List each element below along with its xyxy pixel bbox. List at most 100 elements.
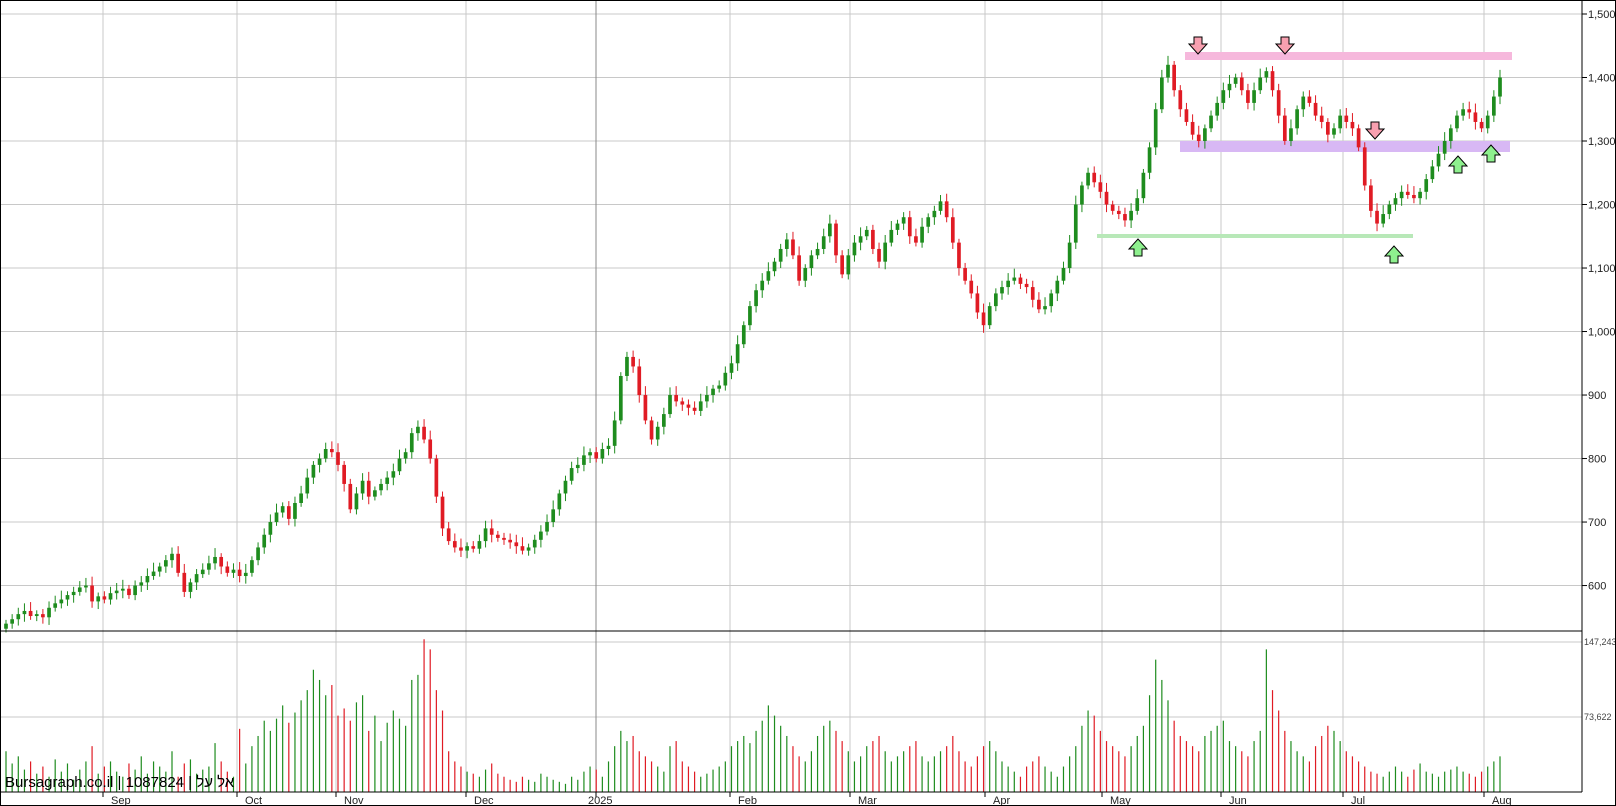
candle-body [1295, 109, 1299, 129]
candle-body [840, 255, 844, 275]
y-axis-ticks: 1,500 1,400 1,300 1,200 1,100 1,000 900 800 700 6… [1582, 9, 1616, 593]
candle-body [360, 480, 365, 494]
candle-body [1239, 77, 1244, 91]
candle-body [754, 290, 758, 307]
candle-body [1387, 204, 1392, 215]
candle-body [1215, 102, 1220, 116]
support-zone-low [1097, 234, 1413, 238]
candle-body [1332, 128, 1336, 135]
y-tick-label: 1,000 [1588, 327, 1616, 339]
candle-body [994, 293, 998, 307]
candle-body [207, 563, 211, 570]
candle-body [213, 556, 217, 564]
candle-body [84, 585, 88, 588]
candle-body [440, 496, 445, 529]
candle-body [108, 593, 113, 600]
volume-tick-label: 147,243 [1584, 637, 1616, 647]
candle-body [1344, 115, 1349, 122]
x-tick-label: Mar [858, 795, 877, 806]
candle-body [459, 547, 463, 551]
candle-body [1252, 90, 1256, 103]
candle-body [569, 468, 574, 481]
candle-body [1258, 77, 1263, 91]
candle-body [1270, 71, 1275, 91]
candle-body [1129, 210, 1133, 221]
candle-body [649, 420, 654, 440]
candles [4, 55, 1502, 633]
candle-body [182, 572, 187, 592]
candle-body [1055, 280, 1060, 294]
candle-body [1110, 204, 1115, 211]
candle-body [16, 614, 21, 620]
candle-body [47, 607, 51, 618]
candle-body [877, 248, 881, 262]
candle-body [90, 585, 94, 602]
candle-body [330, 449, 334, 453]
candle-body [1116, 210, 1121, 215]
candle-body [834, 223, 838, 256]
candle-body [514, 542, 519, 547]
candle-body [1326, 121, 1330, 135]
candle-body [698, 401, 703, 411]
candle-body [188, 582, 193, 592]
candle-body [926, 217, 931, 227]
candle-body [176, 553, 180, 573]
candle-body [1473, 112, 1478, 122]
y-tick-label: 1,400 [1588, 73, 1616, 85]
candle-body [354, 493, 359, 510]
candle-body [938, 201, 943, 211]
candle-body [1393, 198, 1398, 205]
down-arrow-icon [1364, 121, 1386, 140]
candle-body [219, 556, 224, 567]
candle-body [22, 610, 27, 615]
candle-body [250, 560, 254, 573]
candle-body [41, 614, 45, 618]
x-tick-label: Jun [1229, 795, 1247, 806]
y-tick-label: 700 [1588, 517, 1606, 529]
candle-body [846, 255, 851, 275]
up-arrow-icon [1383, 245, 1405, 264]
candle-body [256, 547, 260, 561]
candle-body [28, 610, 33, 617]
candle-body [760, 280, 765, 291]
candle-body [502, 537, 506, 540]
candle-body [791, 239, 795, 256]
candle-body [1067, 242, 1072, 269]
candle-body [643, 395, 648, 421]
candle-body [901, 217, 906, 224]
candle-body [907, 217, 912, 237]
candle-body [582, 455, 586, 465]
candle-body [532, 539, 537, 548]
candle-body [1221, 90, 1226, 103]
candle-body [489, 528, 494, 535]
candle-body [1160, 77, 1164, 110]
x-tick-label: Dec [474, 795, 494, 806]
candle-body [53, 603, 58, 608]
candle-body [342, 464, 346, 484]
candle-body [889, 229, 894, 243]
candle-body [1061, 268, 1066, 281]
candle-body [705, 395, 709, 402]
candle-body [1479, 121, 1484, 129]
x-tick-label: Jul [1351, 795, 1365, 806]
candle-body [557, 493, 562, 510]
candle-body [1227, 83, 1232, 91]
candle-body [741, 325, 746, 345]
candle-body [1399, 191, 1404, 199]
candle-body [1104, 191, 1109, 205]
candle-body [1037, 299, 1041, 310]
candle-body [871, 229, 875, 249]
candle-body [1282, 115, 1287, 142]
candle-body [618, 375, 623, 421]
candle-body [821, 236, 826, 249]
candle-body [477, 541, 482, 549]
candle-body [711, 388, 715, 396]
candle-body [735, 344, 740, 364]
candle-body [692, 407, 697, 411]
candle-body [526, 547, 531, 551]
candle-body [268, 522, 273, 535]
x-tick-label: 2025 [588, 795, 612, 806]
candle-body [317, 458, 322, 465]
